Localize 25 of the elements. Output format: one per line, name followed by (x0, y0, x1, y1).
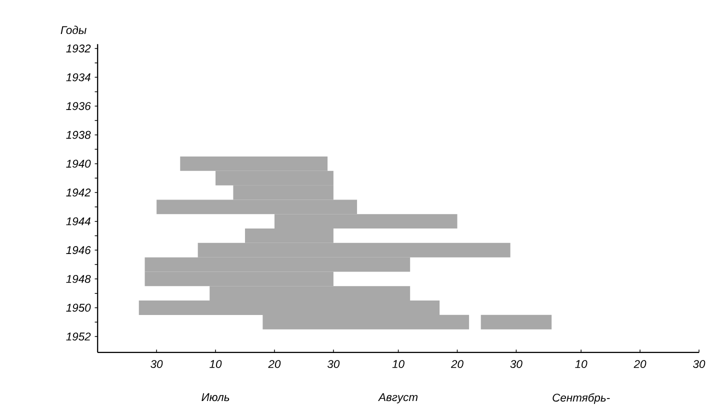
y-tick-label: 1932 (66, 44, 91, 53)
x-tick-label: 30 (693, 360, 706, 368)
x-tick-label: 30 (327, 360, 340, 368)
y-tick-label: 1950 (66, 304, 91, 312)
x-tick-label: 30 (150, 360, 163, 368)
text: Сентябрь- (552, 393, 610, 404)
x-tick-label: 10 (210, 360, 222, 368)
x-tick-label: 20 (450, 360, 464, 368)
text: Июль (202, 393, 230, 402)
x-tick-label: 30 (510, 360, 522, 368)
y-tick-label: 1936 (66, 102, 91, 110)
y-tick-label: 1946 (66, 246, 91, 254)
y-tick-label: 1944 (66, 217, 90, 226)
text: Август (378, 393, 418, 404)
y-tick-label: 1952 (66, 332, 91, 341)
y-tick-label: 1934 (66, 73, 90, 82)
x-tick-label: 20 (634, 360, 646, 368)
y-tick-label: 1948 (66, 275, 91, 284)
y-tick-label: 1938 (66, 131, 91, 140)
x-tick-label: 10 (392, 360, 404, 368)
x-tick-label: 20 (268, 360, 281, 368)
y-tick-label: 1940 (66, 160, 91, 168)
y-axis-title: Годы (60, 26, 86, 34)
x-tick-label: 10 (575, 360, 588, 368)
y-tick-label: 1942 (66, 188, 91, 197)
